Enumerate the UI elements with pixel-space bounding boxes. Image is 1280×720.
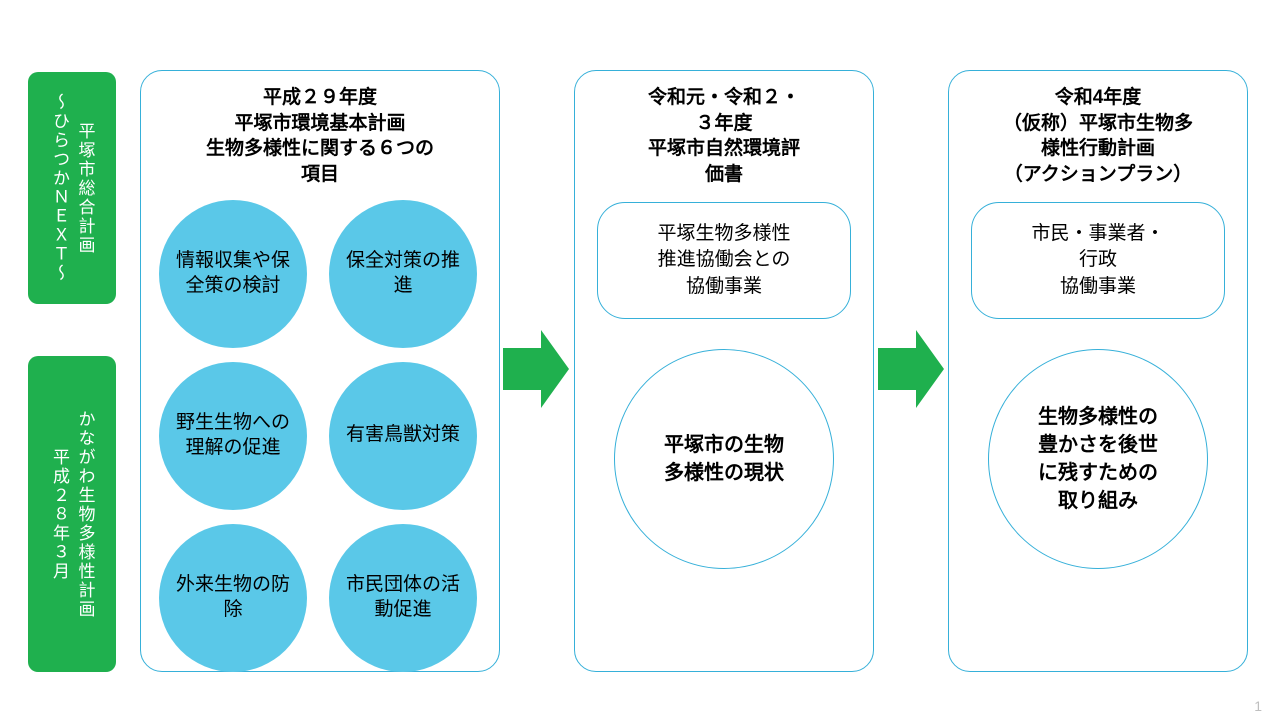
circle-harmful-wildlife: 有害鳥獣対策 (329, 362, 477, 510)
panel-reiwa4: 令和4年度 （仮称）平塚市生物多 様性行動計画 （アクションプラン） 市民・事業… (948, 70, 1248, 672)
sidebar-hiratsuka-plan: 平塚市総合計画 ～ひらつかＮＥＸＴ～ (28, 72, 116, 304)
panel3-circle: 生物多様性の 豊かさを後世 に残すための 取り組み (988, 349, 1208, 569)
arrow-2 (878, 330, 944, 408)
panel3-title: 令和4年度 （仮称）平塚市生物多 様性行動計画 （アクションプラン） (949, 71, 1247, 194)
arrow-1 (503, 330, 569, 408)
panel3-oval: 市民・事業者・ 行政 協働事業 (971, 202, 1225, 320)
panel1-title: 平成２９年度 平塚市環境基本計画 生物多様性に関する６つの 項目 (141, 71, 499, 194)
panel2-oval: 平塚生物多様性 推進協働会との 協働事業 (597, 202, 851, 320)
sidebar-top-line1: 平塚市総合計画 (76, 122, 95, 255)
circle-info-collection: 情報収集や保全策の検討 (159, 200, 307, 348)
panel-h29: 平成２９年度 平塚市環境基本計画 生物多様性に関する６つの 項目 情報収集や保全… (140, 70, 500, 672)
page-number: 1 (1254, 698, 1262, 714)
panel2-circle: 平塚市の生物 多様性の現状 (614, 349, 834, 569)
sidebar-kanagawa-plan: かながわ生物多様性計画 平成２８年３月 (28, 356, 116, 672)
panel-reiwa123: 令和元・令和２・ ３年度 平塚市自然環境評 価書 平塚生物多様性 推進協働会との… (574, 70, 874, 672)
circle-citizen-groups: 市民団体の活動促進 (329, 524, 477, 672)
sidebar-bottom-line1: かながわ生物多様性計画 (76, 410, 95, 619)
sidebar-bottom-line2: 平成２８年３月 (50, 448, 69, 581)
panel2-title: 令和元・令和２・ ３年度 平塚市自然環境評 価書 (575, 71, 873, 194)
sidebar-top-line2: ～ひらつかＮＥＸＴ～ (50, 93, 69, 283)
sidebar-bottom-text: かながわ生物多様性計画 平成２８年３月 (47, 410, 98, 619)
circle-invasive-species: 外来生物の防除 (159, 524, 307, 672)
circle-wildlife-understanding: 野生生物への理解の促進 (159, 362, 307, 510)
circle-conservation: 保全対策の推進 (329, 200, 477, 348)
sidebar-top-text: 平塚市総合計画 ～ひらつかＮＥＸＴ～ (47, 93, 98, 283)
panel1-circles: 情報収集や保全策の検討 保全対策の推進 野生生物への理解の促進 有害鳥獣対策 外… (141, 194, 499, 690)
